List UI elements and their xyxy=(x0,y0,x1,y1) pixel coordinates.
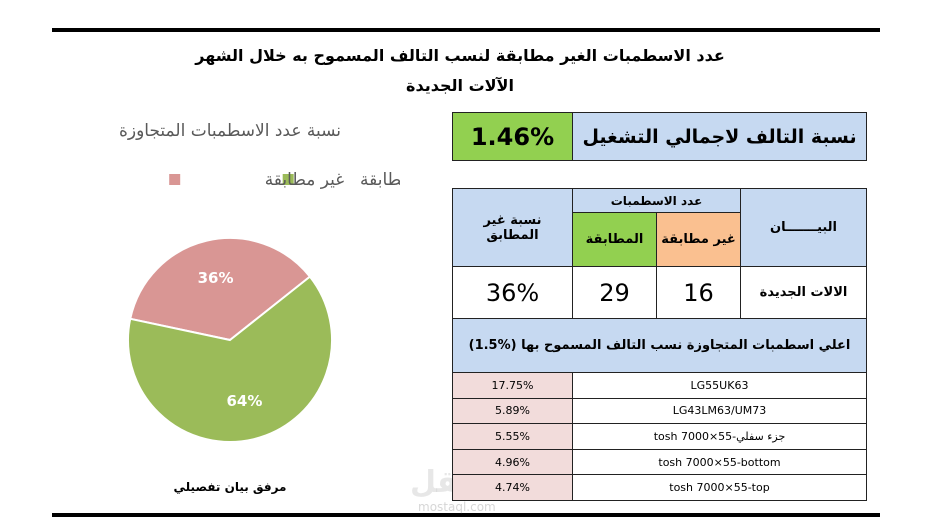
list-value: 4.96% xyxy=(452,448,573,476)
slice-label: 36% xyxy=(198,269,234,287)
list-value: 4.74% xyxy=(452,474,573,501)
row-conforming: 29 xyxy=(572,266,657,319)
top-rule xyxy=(52,28,880,32)
header-count: عدد الاسطمبات xyxy=(572,188,741,213)
pie-slice xyxy=(129,237,312,342)
summary-value: 1.46% xyxy=(452,112,573,161)
list-value: 5.89% xyxy=(452,397,573,425)
slice-label: 64% xyxy=(226,392,262,410)
bottom-rule xyxy=(52,513,880,517)
watermark-url: mostaql.com xyxy=(418,500,496,514)
row-item: الالات الجديدة xyxy=(740,266,867,319)
pie-slice xyxy=(127,275,333,443)
list-value: 17.75% xyxy=(452,372,573,399)
list-item: LG43LM63/UM73 xyxy=(572,397,867,425)
legend: المطابقة غير مطابقة xyxy=(169,170,400,190)
legend-swatch xyxy=(169,174,181,185)
row-nonconforming: 16 xyxy=(656,266,741,319)
legend-swatch xyxy=(282,174,294,185)
header-conforming: المطابقة xyxy=(572,212,657,267)
chart-title: نسبة عدد الاسطمبات المتجاوزة xyxy=(119,121,341,141)
header-nonconforming: غير مطابقة xyxy=(656,212,741,267)
legend-label: غير مطابقة xyxy=(265,170,345,190)
footnote: مرفق بيان تفصيلي xyxy=(174,480,287,494)
list-item: tosh 7000×55-top xyxy=(572,474,867,501)
subtitle: الآلات الجديدة xyxy=(406,76,514,95)
pie-chart: نسبة عدد الاسطمبات المتجاوزة المطابقة غير… xyxy=(119,121,400,494)
row-ratio: 36% xyxy=(452,266,573,319)
list-item: tosh 7000×55-جزء سفلي xyxy=(572,423,867,450)
summary-label: نسبة التالف لاجمالي التشغيل xyxy=(572,112,867,161)
top-list-title: اعلي اسطمبات المتجاوزة نسب التالف المسمو… xyxy=(452,318,867,373)
list-item: LG55UK63 xyxy=(572,372,867,399)
pie: 36% 64% xyxy=(127,237,333,443)
header-ratio: نسبة غير المطابق xyxy=(452,188,573,267)
header-item: البيـــــــان xyxy=(740,188,867,267)
title: عدد الاسطمبات الغير مطابقة لنسب التالف ا… xyxy=(195,46,725,65)
list-value: 5.55% xyxy=(452,423,573,450)
legend-label: المطابقة xyxy=(360,170,400,190)
list-item: tosh 7000×55-bottom xyxy=(572,448,867,476)
